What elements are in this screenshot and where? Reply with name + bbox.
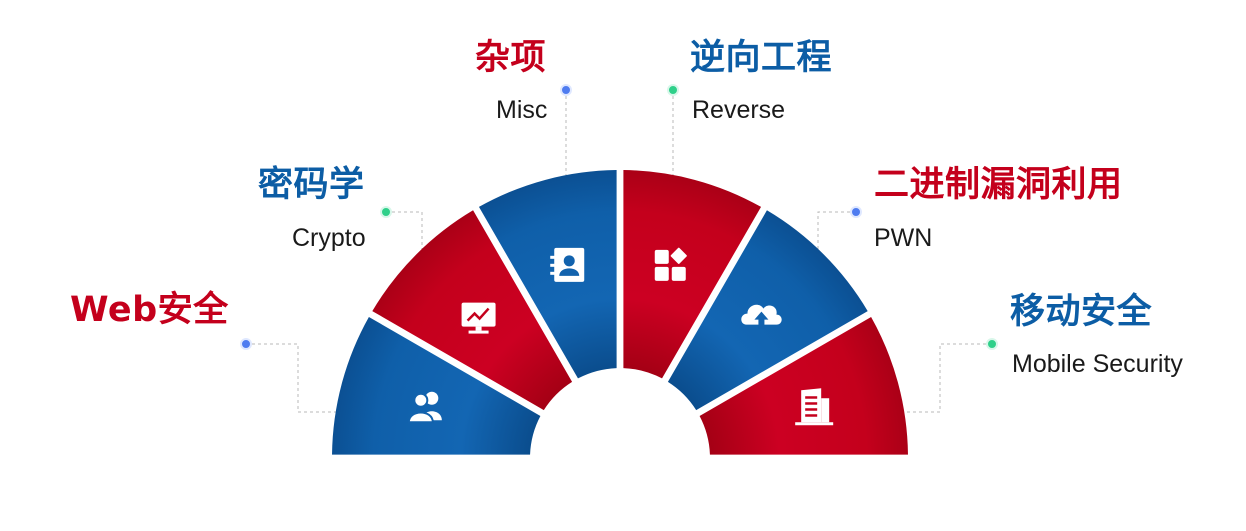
label-reverse-title: 逆向工程	[690, 38, 833, 78]
label-reverse-sub: Reverse	[692, 96, 786, 124]
leader-lines	[246, 90, 992, 413]
label-mobile-sub: Mobile Security	[1012, 350, 1183, 378]
connector-dot-reverse	[667, 84, 679, 96]
contact-card-icon	[550, 247, 585, 282]
connector-dot-misc	[560, 84, 572, 96]
label-crypto-title: 密码学	[258, 165, 365, 205]
label-misc-title: 杂项	[475, 38, 547, 78]
leader-web	[246, 343, 338, 413]
label-mobile-title: 移动安全	[1010, 292, 1153, 332]
leader-crypto	[386, 211, 423, 250]
app-blocks-icon	[654, 247, 687, 281]
sector-misc	[478, 170, 617, 379]
cloud-upload-icon	[741, 304, 782, 329]
label-crypto-sub: Crypto	[292, 224, 366, 252]
sector-web	[332, 316, 541, 455]
label-pwn-sub: PWN	[874, 224, 933, 252]
label-misc-sub: Misc	[496, 96, 548, 124]
label-pwn-title: 二进制漏洞利用	[874, 165, 1123, 205]
connector-dots	[240, 84, 998, 350]
connector-dot-web	[240, 338, 252, 350]
users-icon	[407, 391, 442, 424]
label-web-title: Web安全	[70, 290, 229, 330]
leader-mobile	[902, 343, 992, 413]
monitor-chart-icon	[461, 302, 496, 334]
leader-pwn	[817, 211, 856, 250]
connector-dot-crypto	[380, 206, 392, 218]
sector-reverse	[623, 170, 762, 379]
sector-mobile	[699, 316, 908, 455]
connector-dot-pwn	[850, 206, 862, 218]
connector-dot-mobile	[986, 338, 998, 350]
building-icon	[795, 388, 834, 426]
